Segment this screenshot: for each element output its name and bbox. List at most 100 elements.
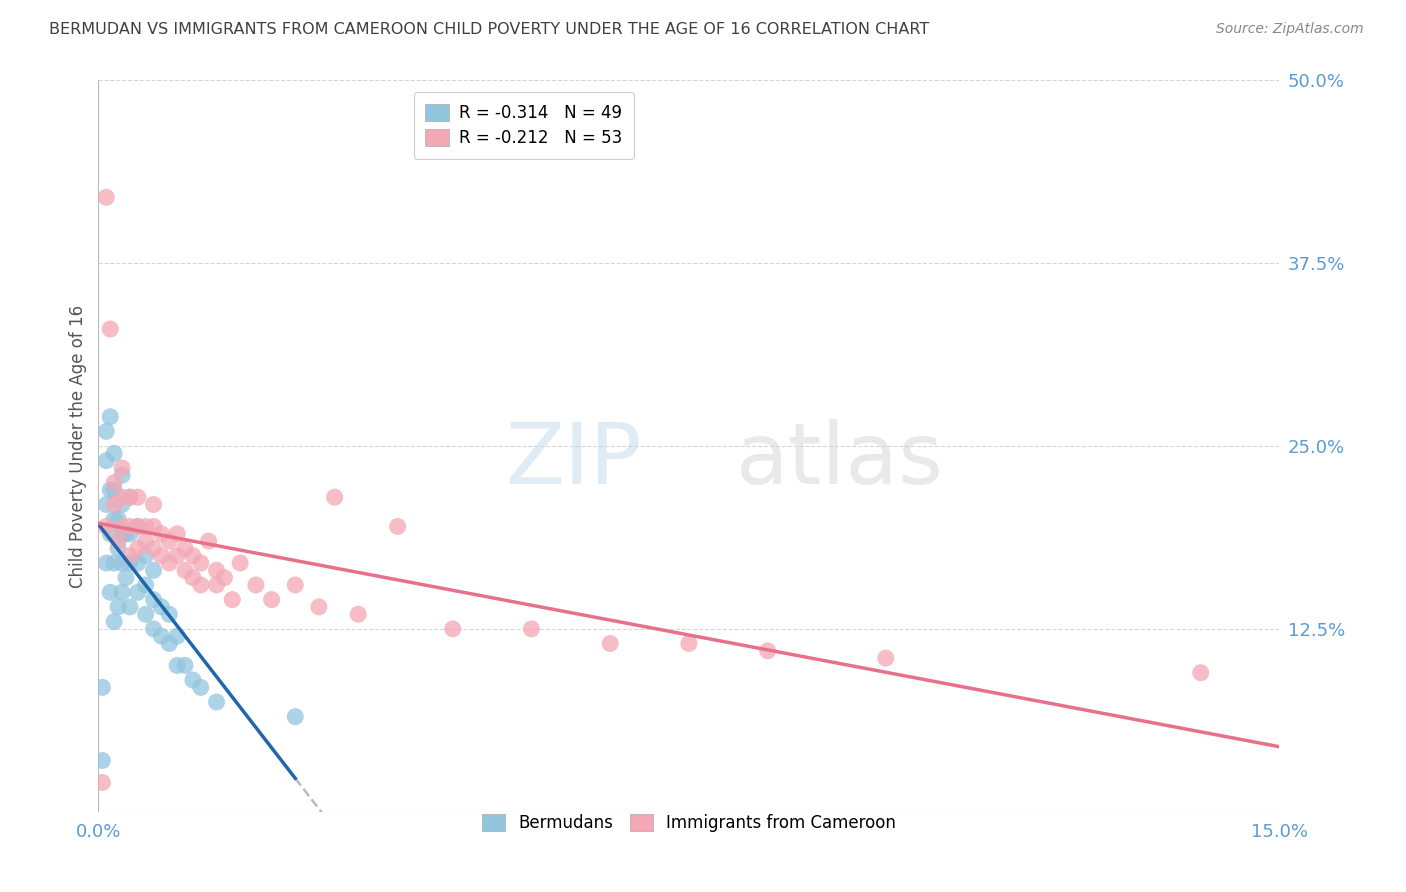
Point xyxy=(111,490,134,504)
Point xyxy=(205,563,228,577)
Point xyxy=(157,534,180,549)
Point xyxy=(308,599,330,614)
Point xyxy=(107,541,129,556)
Point xyxy=(91,681,114,695)
Point xyxy=(135,607,157,622)
Point xyxy=(142,622,165,636)
Point xyxy=(323,490,346,504)
Point xyxy=(107,512,129,526)
Point xyxy=(111,526,134,541)
Point xyxy=(157,607,180,622)
Point xyxy=(190,578,212,592)
Point xyxy=(284,578,307,592)
Point xyxy=(107,534,129,549)
Point xyxy=(135,578,157,592)
Point xyxy=(441,622,464,636)
Point xyxy=(111,468,134,483)
Point xyxy=(127,556,149,570)
Point xyxy=(111,519,134,533)
Point xyxy=(96,425,118,439)
Point xyxy=(127,490,149,504)
Point xyxy=(118,490,141,504)
Point xyxy=(150,526,173,541)
Point xyxy=(181,673,204,687)
Point xyxy=(118,556,141,570)
Point xyxy=(118,549,141,563)
Point xyxy=(98,322,121,336)
Point xyxy=(245,578,267,592)
Point xyxy=(174,563,197,577)
Point xyxy=(166,629,188,643)
Point xyxy=(221,592,243,607)
Point xyxy=(387,519,409,533)
Point xyxy=(96,519,118,533)
Point xyxy=(127,519,149,533)
Point xyxy=(166,658,188,673)
Point xyxy=(98,526,121,541)
Text: ZIP: ZIP xyxy=(505,419,641,502)
Point xyxy=(96,556,118,570)
Point xyxy=(520,622,543,636)
Point xyxy=(150,629,173,643)
Point xyxy=(142,498,165,512)
Point xyxy=(135,549,157,563)
Point xyxy=(190,556,212,570)
Point xyxy=(118,490,141,504)
Text: atlas: atlas xyxy=(737,419,945,502)
Point xyxy=(875,651,897,665)
Point xyxy=(166,526,188,541)
Point xyxy=(111,556,134,570)
Point xyxy=(118,519,141,533)
Point xyxy=(157,556,180,570)
Point xyxy=(127,585,149,599)
Point xyxy=(142,541,165,556)
Point xyxy=(103,483,125,497)
Point xyxy=(96,453,118,467)
Point xyxy=(174,541,197,556)
Point xyxy=(111,498,134,512)
Point xyxy=(115,526,138,541)
Point xyxy=(103,615,125,629)
Point xyxy=(91,754,114,768)
Point xyxy=(96,190,118,204)
Point xyxy=(115,571,138,585)
Point xyxy=(103,556,125,570)
Point xyxy=(197,534,219,549)
Point xyxy=(103,475,125,490)
Point xyxy=(181,549,204,563)
Text: BERMUDAN VS IMMIGRANTS FROM CAMEROON CHILD POVERTY UNDER THE AGE OF 16 CORRELATI: BERMUDAN VS IMMIGRANTS FROM CAMEROON CHI… xyxy=(49,22,929,37)
Legend: Bermudans, Immigrants from Cameroon: Bermudans, Immigrants from Cameroon xyxy=(470,802,908,844)
Point xyxy=(214,571,236,585)
Point xyxy=(190,681,212,695)
Point xyxy=(135,534,157,549)
Point xyxy=(135,519,157,533)
Point xyxy=(205,695,228,709)
Point xyxy=(103,498,125,512)
Point xyxy=(118,526,141,541)
Point xyxy=(107,599,129,614)
Point xyxy=(166,549,188,563)
Point xyxy=(150,549,173,563)
Point xyxy=(678,636,700,650)
Point xyxy=(98,483,121,497)
Point xyxy=(756,644,779,658)
Text: Source: ZipAtlas.com: Source: ZipAtlas.com xyxy=(1216,22,1364,37)
Point xyxy=(91,775,114,789)
Point xyxy=(229,556,252,570)
Point xyxy=(347,607,370,622)
Point xyxy=(142,592,165,607)
Point xyxy=(111,585,134,599)
Point xyxy=(96,498,118,512)
Point xyxy=(260,592,283,607)
Point xyxy=(127,541,149,556)
Point xyxy=(127,519,149,533)
Point xyxy=(98,409,121,424)
Point xyxy=(157,636,180,650)
Point xyxy=(205,578,228,592)
Point xyxy=(98,585,121,599)
Point xyxy=(142,563,165,577)
Point xyxy=(142,519,165,533)
Point xyxy=(1189,665,1212,680)
Point xyxy=(103,446,125,460)
Point xyxy=(103,512,125,526)
